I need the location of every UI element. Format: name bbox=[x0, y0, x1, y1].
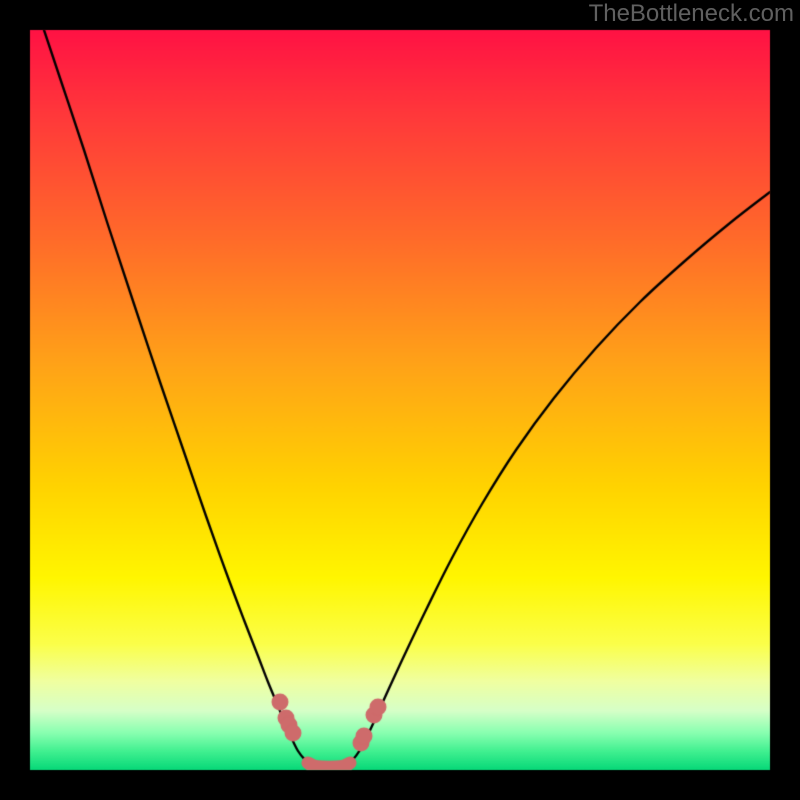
bottleneck-curve-plot bbox=[0, 0, 800, 800]
attribution-label: TheBottleneck.com bbox=[589, 0, 794, 28]
chart-container bbox=[0, 0, 800, 800]
